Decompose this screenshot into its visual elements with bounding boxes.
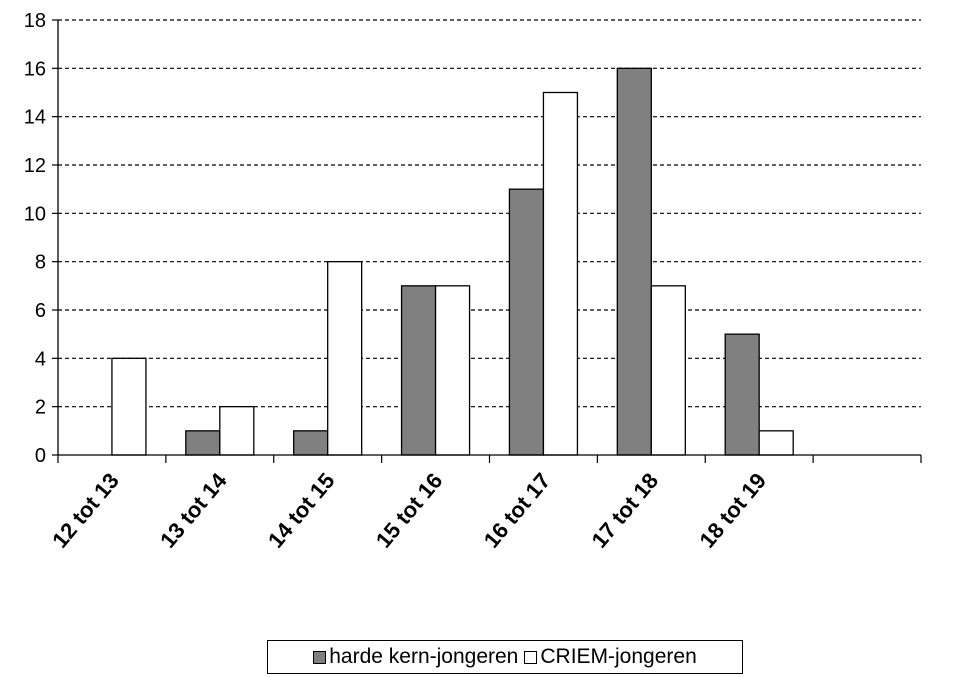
legend-label-criem: CRIEM-jongeren — [540, 645, 697, 668]
y-tick-labels: 0 2 4 6 8 10 12 14 16 18 — [24, 10, 46, 467]
y-tick-label: 16 — [24, 58, 46, 80]
legend-item-harde-kern: harde kern-jongeren — [313, 645, 518, 669]
gridlines — [58, 19, 921, 408]
y-tick-label: 6 — [35, 300, 46, 322]
bar-criem — [650, 285, 686, 456]
x-tick-labels: 12 tot 13 13 tot 14 14 tot 15 15 tot 16 16 t… — [47, 468, 771, 553]
bar-criem — [542, 91, 579, 456]
x-tick-label: 15 tot 16 — [371, 468, 448, 552]
y-tick-label: 14 — [24, 107, 46, 129]
y-tick-label: 12 — [24, 155, 46, 177]
bar-harde-kern — [616, 67, 652, 456]
bar-harde-kern — [185, 430, 221, 456]
x-tick-label: 14 tot 15 — [263, 468, 340, 552]
bar-harde-kern — [293, 430, 329, 456]
bar-harde-kern — [400, 285, 437, 456]
x-tick-label: 12 tot 13 — [47, 468, 124, 552]
legend: harde kern-jongeren CRIEM-jongeren — [267, 640, 743, 674]
legend-swatch-criem — [524, 650, 538, 664]
y-tick-label: 10 — [24, 203, 46, 225]
bars — [111, 67, 794, 456]
bar-criem — [758, 430, 794, 456]
x-tick-label: 16 tot 17 — [479, 468, 556, 552]
bar-harde-kern — [508, 188, 545, 456]
legend-item-criem: CRIEM-jongeren — [524, 645, 697, 669]
x-tick-label: 13 tot 14 — [155, 468, 232, 553]
bar-criem — [219, 406, 255, 456]
legend-label-harde-kern: harde kern-jongeren — [329, 645, 519, 668]
y-tick-label: 0 — [35, 445, 46, 467]
y-tick-label: 18 — [24, 10, 46, 32]
axes — [52, 19, 922, 463]
legend-swatch-harde-kern — [313, 650, 327, 664]
bar-criem — [327, 261, 363, 456]
bar-criem — [111, 357, 147, 456]
y-tick-label: 2 — [35, 397, 46, 419]
x-tick-label: 17 tot 18 — [587, 468, 664, 552]
bar-harde-kern — [724, 333, 760, 456]
y-tick-label: 8 — [35, 252, 46, 274]
x-tick-label: 18 tot 19 — [694, 468, 771, 552]
bar-criem — [434, 285, 471, 456]
bar-chart: 0 2 4 6 8 10 12 14 16 18 12 tot 13 13 tot 14 14 tot… — [24, 10, 922, 553]
y-tick-label: 4 — [35, 348, 46, 370]
